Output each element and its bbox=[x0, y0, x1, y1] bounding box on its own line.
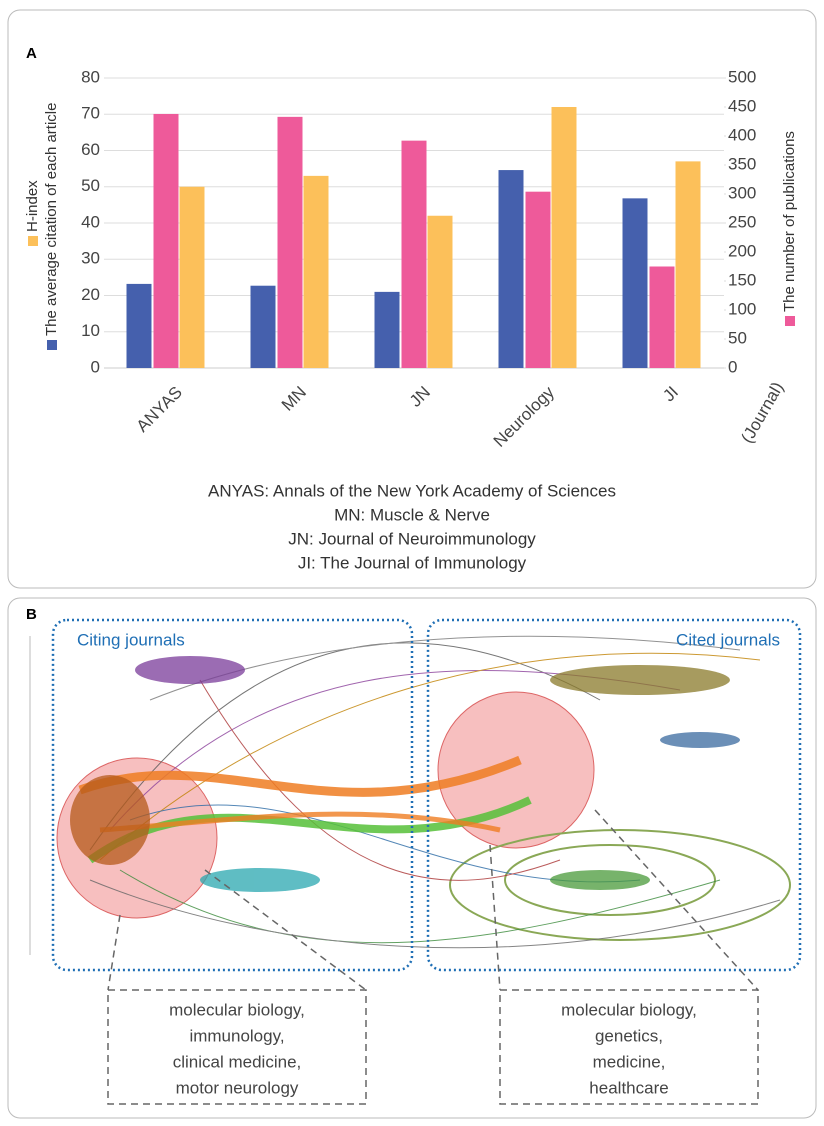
legend-swatch bbox=[47, 340, 57, 350]
x-tick-label: JN bbox=[406, 383, 434, 411]
y-tick-label: 70 bbox=[81, 104, 100, 123]
x-axis-label: (Journal) bbox=[737, 379, 787, 447]
x-tick-label: JI bbox=[659, 383, 682, 406]
y2-tick-label: 250 bbox=[728, 212, 756, 231]
bar bbox=[251, 286, 276, 368]
topic-text: motor neurology bbox=[176, 1078, 299, 1097]
bar bbox=[180, 187, 205, 368]
bar bbox=[623, 198, 648, 368]
y2-tick-label: 300 bbox=[728, 183, 756, 202]
bar bbox=[127, 284, 152, 368]
y-tick-label: 50 bbox=[81, 176, 100, 195]
figure: A B Citing journals bbox=[0, 0, 824, 1121]
bar bbox=[402, 141, 427, 368]
y-tick-label: 10 bbox=[81, 321, 100, 340]
y2-tick-label: 200 bbox=[728, 241, 756, 260]
topic-text: healthcare bbox=[589, 1078, 668, 1097]
y2-tick-label: 50 bbox=[728, 328, 747, 347]
bar bbox=[650, 267, 675, 369]
topic-text: medicine, bbox=[593, 1052, 666, 1071]
y2-tick-label: 500 bbox=[728, 67, 756, 86]
topic-text: molecular biology, bbox=[561, 1000, 697, 1019]
bar bbox=[499, 170, 524, 368]
bar bbox=[428, 216, 453, 368]
bar bbox=[154, 114, 179, 368]
x-tick-label: ANYAS bbox=[133, 383, 186, 436]
journal-overlay-map: Citing journals Cited journals bbox=[30, 620, 800, 1104]
group-title: Cited journals bbox=[676, 630, 780, 649]
bar bbox=[375, 292, 400, 368]
y2-tick-label: 450 bbox=[728, 96, 756, 115]
topic-text: immunology, bbox=[189, 1026, 284, 1045]
bar bbox=[552, 107, 577, 368]
legend-swatch bbox=[785, 316, 795, 326]
y2-tick-label: 350 bbox=[728, 154, 756, 173]
panel-label: B bbox=[26, 606, 37, 623]
legend-swatch bbox=[28, 236, 38, 246]
topic-text: genetics, bbox=[595, 1026, 663, 1045]
bar bbox=[676, 161, 701, 368]
group-title: Citing journals bbox=[77, 630, 185, 649]
page: A B Citing journals bbox=[0, 0, 824, 1126]
x-tick-label: MN bbox=[278, 383, 310, 415]
bar bbox=[304, 176, 329, 368]
legend-label: The average citation of each article bbox=[43, 103, 60, 336]
y2-tick-label: 0 bbox=[728, 357, 737, 376]
panel-label: A bbox=[26, 45, 37, 62]
y-tick-label: 0 bbox=[91, 357, 100, 376]
y2-tick-label: 400 bbox=[728, 125, 756, 144]
y-tick-label: 30 bbox=[81, 249, 100, 268]
topic-text: clinical medicine, bbox=[173, 1052, 302, 1071]
legend-label: H-index bbox=[24, 180, 41, 232]
y-tick-label: 40 bbox=[81, 212, 100, 231]
y-tick-label: 60 bbox=[81, 140, 100, 159]
bar bbox=[278, 117, 303, 368]
y2-tick-label: 100 bbox=[728, 299, 756, 318]
bar bbox=[526, 192, 551, 368]
topic-text: molecular biology, bbox=[169, 1000, 305, 1019]
footnote: JN: Journal of Neuroimmunology bbox=[288, 529, 536, 548]
legend-label: The number of publications bbox=[781, 131, 798, 312]
x-tick-label: Neurology bbox=[490, 382, 559, 451]
footnote: JI: The Journal of Immunology bbox=[298, 553, 527, 572]
footnote: ANYAS: Annals of the New York Academy of… bbox=[208, 481, 616, 500]
y-tick-label: 20 bbox=[81, 285, 100, 304]
y-tick-label: 80 bbox=[81, 67, 100, 86]
y2-tick-label: 150 bbox=[728, 270, 756, 289]
footnote: MN: Muscle & Nerve bbox=[334, 505, 490, 524]
